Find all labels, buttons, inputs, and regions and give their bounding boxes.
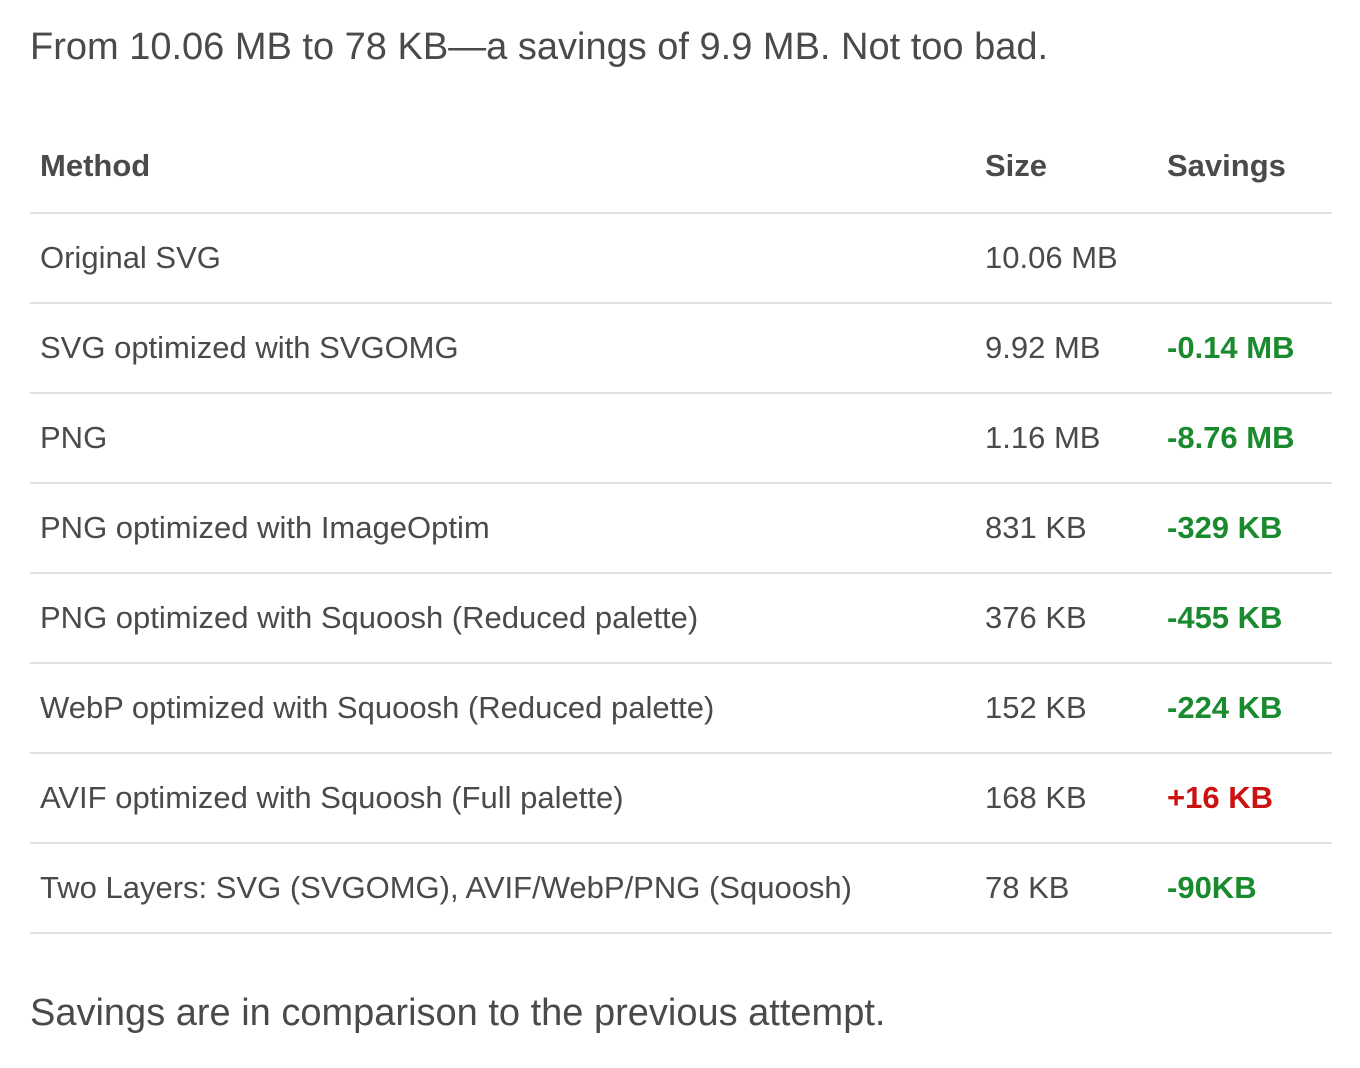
table-row: AVIF optimized with Squoosh (Full palett… [30,753,1332,844]
savings-table: Method Size Savings Original SVG 10.06 M… [30,120,1332,934]
table-row: SVG optimized with SVGOMG 9.92 MB -0.14 … [30,303,1332,394]
method-cell: AVIF optimized with Squoosh (Full palett… [30,753,975,844]
table-row: Two Layers: SVG (SVGOMG), AVIF/WebP/PNG … [30,843,1332,934]
table-row: Original SVG 10.06 MB [30,213,1332,304]
method-cell: PNG [30,393,975,484]
method-cell: PNG optimized with ImageOptim [30,483,975,574]
size-cell: 831 KB [975,483,1157,574]
size-cell: 10.06 MB [975,213,1157,304]
header-savings: Savings [1157,120,1332,214]
size-cell: 376 KB [975,573,1157,664]
intro-paragraph: From 10.06 MB to 78 KB—a savings of 9.9 … [30,26,1049,68]
size-cell: 9.92 MB [975,303,1157,394]
table-body: Original SVG 10.06 MB SVG optimized with… [30,213,1332,934]
table-header: Method Size Savings [30,120,1332,214]
method-cell: Original SVG [30,213,975,304]
savings-cell: -8.76 MB [1157,393,1332,484]
savings-cell: -90KB [1157,843,1332,934]
method-cell: PNG optimized with Squoosh (Reduced pale… [30,573,975,664]
table-row: PNG optimized with Squoosh (Reduced pale… [30,573,1332,664]
savings-cell: -224 KB [1157,663,1332,754]
method-cell: Two Layers: SVG (SVGOMG), AVIF/WebP/PNG … [30,843,975,934]
savings-cell: +16 KB [1157,753,1332,844]
size-cell: 78 KB [975,843,1157,934]
table-row: WebP optimized with Squoosh (Reduced pal… [30,663,1332,754]
header-method: Method [30,120,975,214]
savings-cell: -329 KB [1157,483,1332,574]
header-size: Size [975,120,1157,214]
method-cell: WebP optimized with Squoosh (Reduced pal… [30,663,975,754]
header-row: Method Size Savings [30,120,1332,214]
footer-note: Savings are in comparison to the previou… [30,992,886,1034]
method-cell: SVG optimized with SVGOMG [30,303,975,394]
size-cell: 168 KB [975,753,1157,844]
savings-cell: -455 KB [1157,573,1332,664]
savings-cell: -0.14 MB [1157,303,1332,394]
table-row: PNG optimized with ImageOptim 831 KB -32… [30,483,1332,574]
savings-cell [1157,213,1332,304]
table-row: PNG 1.16 MB -8.76 MB [30,393,1332,484]
size-cell: 1.16 MB [975,393,1157,484]
size-cell: 152 KB [975,663,1157,754]
